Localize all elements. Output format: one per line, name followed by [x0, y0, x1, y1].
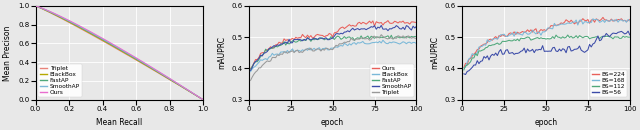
X-axis label: epoch: epoch	[534, 118, 557, 126]
Y-axis label: mAUPRC: mAUPRC	[430, 36, 439, 69]
Y-axis label: Mean Precison: Mean Precison	[3, 25, 12, 80]
X-axis label: epoch: epoch	[321, 118, 344, 126]
Legend: BS=224, BS=168, BS=112, BS=56: BS=224, BS=168, BS=112, BS=56	[589, 70, 627, 97]
X-axis label: Mean Recall: Mean Recall	[96, 118, 143, 126]
Y-axis label: mAUPRC: mAUPRC	[217, 36, 226, 69]
Legend: Ours, BlackBox, FastAP, SmoothAP, Triplet: Ours, BlackBox, FastAP, SmoothAP, Triple…	[370, 64, 413, 97]
Legend: Triplet, BlackBox, FastAP, SmoothAP, Ours: Triplet, BlackBox, FastAP, SmoothAP, Our…	[38, 64, 82, 97]
